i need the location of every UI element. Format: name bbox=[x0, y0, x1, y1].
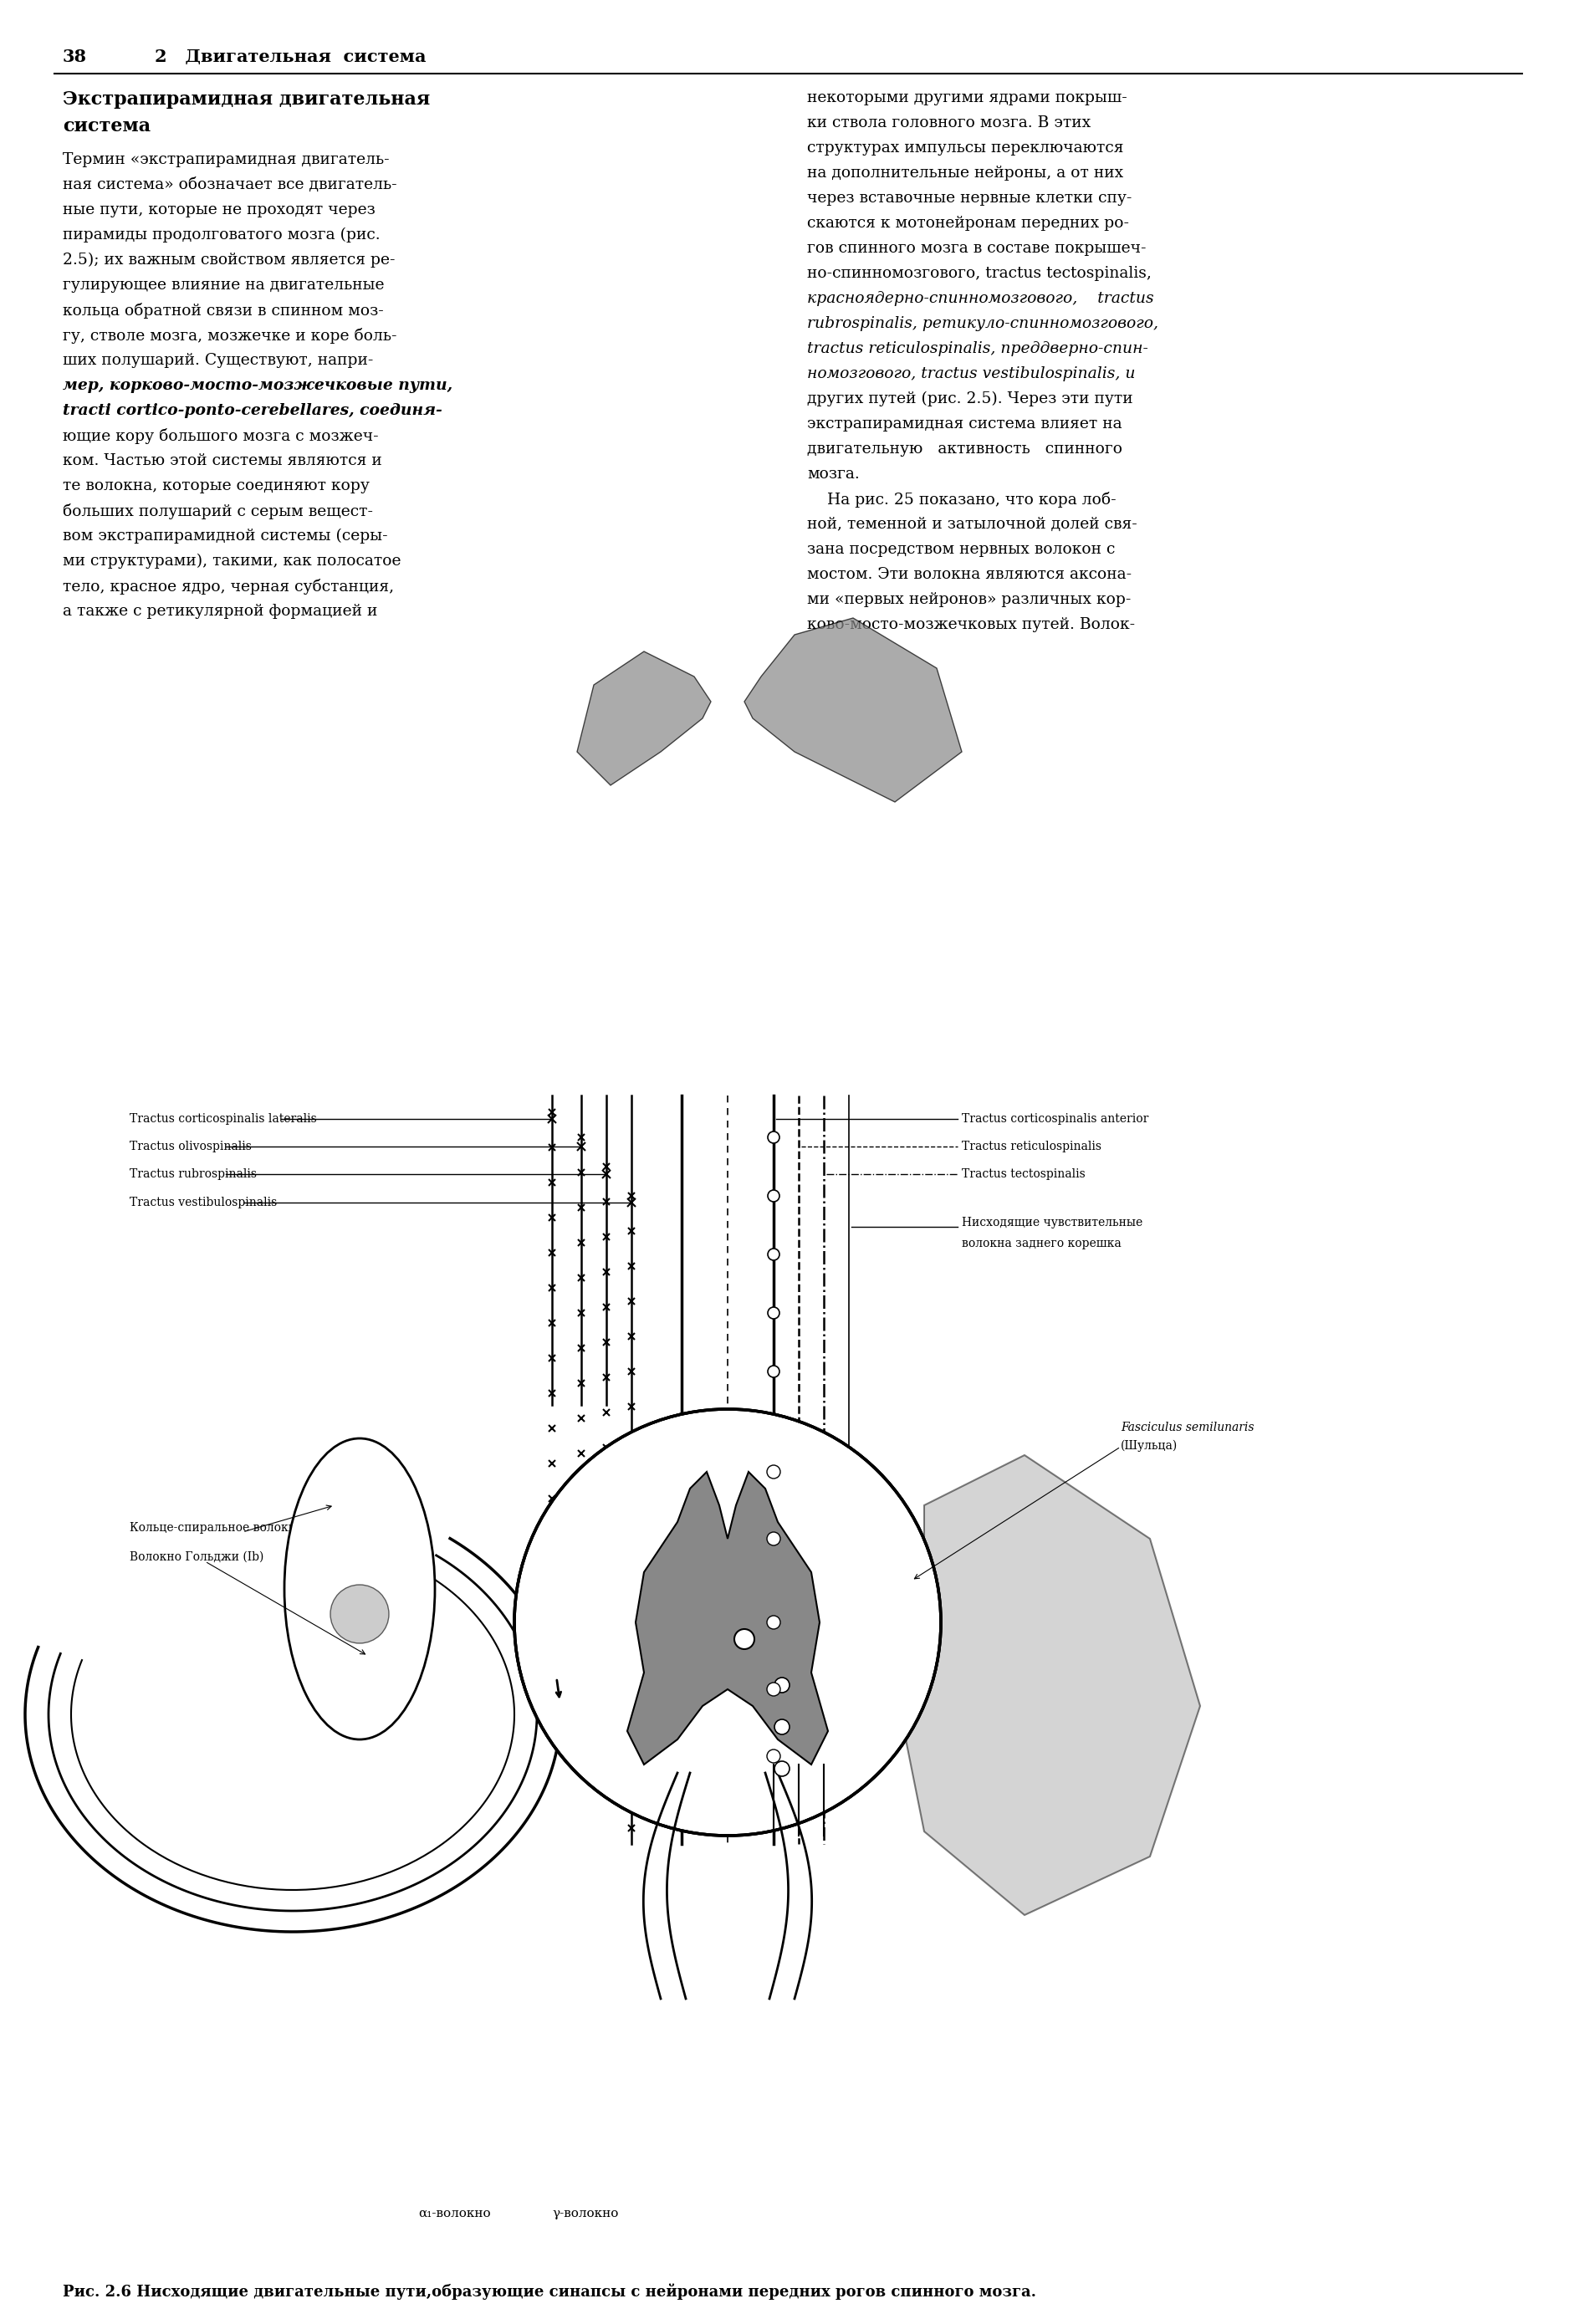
Text: Экстрапирамидная двигательная: Экстрапирамидная двигательная bbox=[63, 91, 430, 109]
Polygon shape bbox=[578, 651, 711, 786]
Circle shape bbox=[768, 1599, 779, 1611]
Text: Tractus tectospinalis: Tractus tectospinalis bbox=[962, 1169, 1086, 1181]
Circle shape bbox=[767, 1464, 781, 1478]
Text: система: система bbox=[63, 116, 151, 135]
Text: пирамиды продолговатого мозга (рис.: пирамиды продолговатого мозга (рис. bbox=[63, 228, 381, 242]
Text: Термин «экстрапирамидная двигатель-: Термин «экстрапирамидная двигатель- bbox=[63, 151, 389, 167]
Text: ших полушарий. Существуют, напри-: ших полушарий. Существуют, напри- bbox=[63, 353, 373, 367]
Text: тело, красное ядро, черная субстанция,: тело, красное ядро, черная субстанция, bbox=[63, 579, 394, 595]
Text: но-спинномозгового, tractus tectospinalis,: но-спинномозгового, tractus tectospinali… bbox=[807, 265, 1152, 281]
Circle shape bbox=[768, 1776, 779, 1787]
Text: ково-мосто-мозжечковых путей. Волок-: ково-мосто-мозжечковых путей. Волок- bbox=[807, 618, 1135, 632]
Text: двигательную   активность   спинного: двигательную активность спинного bbox=[807, 442, 1122, 456]
Text: структурах импульсы переключаются: структурах импульсы переключаются bbox=[807, 139, 1124, 156]
Text: экстрапирамидная система влияет на: экстрапирамидная система влияет на bbox=[807, 416, 1122, 432]
Text: ми структурами), такими, как полосатое: ми структурами), такими, как полосатое bbox=[63, 553, 401, 569]
Text: tractus reticulospinalis, преддверно-спин-: tractus reticulospinalis, преддверно-спи… bbox=[807, 342, 1147, 356]
Ellipse shape bbox=[285, 1439, 434, 1738]
Text: 2.5); их важным свойством является ре-: 2.5); их важным свойством является ре- bbox=[63, 253, 395, 267]
Text: красноядерно-спинномозгового,    tractus: красноядерно-спинномозгового, tractus bbox=[807, 290, 1154, 307]
Text: Fasciculus semilunaris: Fasciculus semilunaris bbox=[1121, 1422, 1254, 1434]
Polygon shape bbox=[745, 618, 962, 802]
Text: номозгового, tractus vestibulospinalis, и: номозгового, tractus vestibulospinalis, … bbox=[807, 367, 1135, 381]
Text: зана посредством нервных волокон с: зана посредством нервных волокон с bbox=[807, 541, 1114, 558]
Text: ки ствола головного мозга. В этих: ки ствола головного мозга. В этих bbox=[807, 116, 1091, 130]
Text: больших полушарий с серым вещест-: больших полушарий с серым вещест- bbox=[63, 504, 373, 518]
Text: Нисходящие чувствительные: Нисходящие чувствительные bbox=[962, 1218, 1143, 1229]
Polygon shape bbox=[628, 1471, 828, 1764]
Text: мер, корково-мосто-мозжечковые пути,: мер, корково-мосто-мозжечковые пути, bbox=[63, 379, 453, 393]
Text: те волокна, которые соединяют кору: те волокна, которые соединяют кору bbox=[63, 479, 370, 493]
Text: гулирующее влияние на двигательные: гулирующее влияние на двигательные bbox=[63, 277, 384, 293]
Circle shape bbox=[768, 1483, 779, 1494]
Text: ная система» обозначает все двигатель-: ная система» обозначает все двигатель- bbox=[63, 177, 397, 193]
Text: 38: 38 bbox=[63, 49, 87, 65]
Text: гу, стволе мозга, мозжечке и коре боль-: гу, стволе мозга, мозжечке и коре боль- bbox=[63, 328, 397, 344]
Circle shape bbox=[767, 1683, 781, 1697]
Text: γ-волокно: γ-волокно bbox=[552, 2208, 619, 2219]
Circle shape bbox=[331, 1585, 389, 1643]
Text: Tractus reticulospinalis: Tractus reticulospinalis bbox=[962, 1141, 1102, 1153]
Circle shape bbox=[767, 1615, 781, 1629]
Text: мозга.: мозга. bbox=[807, 467, 859, 481]
Text: (Шульца): (Шульца) bbox=[1121, 1441, 1177, 1452]
Circle shape bbox=[768, 1659, 779, 1671]
Circle shape bbox=[768, 1425, 779, 1436]
Text: ной, теменной и затылочной долей свя-: ной, теменной и затылочной долей свя- bbox=[807, 516, 1138, 532]
Circle shape bbox=[515, 1408, 941, 1836]
Text: rubrospinalis, ретикуло-спинномозгового,: rubrospinalis, ретикуло-спинномозгового, bbox=[807, 316, 1158, 330]
Text: Tractus corticospinalis lateralis: Tractus corticospinalis lateralis bbox=[129, 1113, 316, 1125]
Text: волокна заднего корешка: волокна заднего корешка bbox=[962, 1239, 1121, 1250]
Circle shape bbox=[768, 1306, 779, 1318]
Text: вом экстрапирамидной системы (серы-: вом экстрапирамидной системы (серы- bbox=[63, 528, 387, 544]
Circle shape bbox=[767, 1532, 781, 1545]
Text: Рис. 2.6 Нисходящие двигательные пути,образующие синапсы с нейронами передних ро: Рис. 2.6 Нисходящие двигательные пути,об… bbox=[63, 2282, 1036, 2298]
Circle shape bbox=[767, 1750, 781, 1764]
Circle shape bbox=[768, 1248, 779, 1260]
Circle shape bbox=[774, 1720, 790, 1734]
Text: Волокно Гольджи (Ib): Волокно Гольджи (Ib) bbox=[129, 1552, 264, 1564]
Circle shape bbox=[774, 1678, 790, 1692]
Text: Tractus rubrospinalis: Tractus rubrospinalis bbox=[129, 1169, 257, 1181]
Text: мостом. Эти волокна являются аксона-: мостом. Эти волокна являются аксона- bbox=[807, 567, 1132, 581]
Text: ющие кору большого мозга с мозжеч-: ющие кору большого мозга с мозжеч- bbox=[63, 428, 379, 444]
Text: α₁-волокно: α₁-волокно bbox=[419, 2208, 491, 2219]
Circle shape bbox=[768, 1132, 779, 1143]
Circle shape bbox=[768, 1717, 779, 1729]
Circle shape bbox=[774, 1762, 790, 1776]
Text: ные пути, которые не проходят через: ные пути, которые не проходят через bbox=[63, 202, 375, 218]
Text: Tractus olivospinalis: Tractus olivospinalis bbox=[129, 1141, 252, 1153]
Text: других путей (рис. 2.5). Через эти пути: других путей (рис. 2.5). Через эти пути bbox=[807, 390, 1133, 407]
Text: а также с ретикулярной формацией и: а также с ретикулярной формацией и bbox=[63, 604, 378, 618]
Text: гов спинного мозга в составе покрышеч-: гов спинного мозга в составе покрышеч- bbox=[807, 242, 1146, 256]
Text: На рис. 25 показано, что кора лоб-: На рис. 25 показано, что кора лоб- bbox=[807, 493, 1116, 507]
Text: Кольце-спиральное волокно (Ia): Кольце-спиральное волокно (Ia) bbox=[129, 1522, 327, 1534]
Text: 2   Двигательная  система: 2 Двигательная система bbox=[154, 49, 427, 65]
Text: tracti cortico-ponto-cerebellares, соединя-: tracti cortico-ponto-cerebellares, соеди… bbox=[63, 402, 442, 418]
Text: скаются к мотонейронам передних ро-: скаются к мотонейронам передних ро- bbox=[807, 216, 1129, 230]
Text: на дополнительные нейроны, а от них: на дополнительные нейроны, а от них bbox=[807, 165, 1124, 181]
Text: ми «первых нейронов» различных кор-: ми «первых нейронов» различных кор- bbox=[807, 593, 1132, 607]
Polygon shape bbox=[899, 1455, 1199, 1915]
Circle shape bbox=[768, 1367, 779, 1378]
Circle shape bbox=[768, 1190, 779, 1202]
Circle shape bbox=[735, 1629, 754, 1650]
Text: через вставочные нервные клетки спу-: через вставочные нервные клетки спу- bbox=[807, 191, 1132, 207]
Text: некоторыми другими ядрами покрыш-: некоторыми другими ядрами покрыш- bbox=[807, 91, 1127, 105]
Text: кольца обратной связи в спинном моз-: кольца обратной связи в спинном моз- bbox=[63, 302, 384, 318]
Text: Tractus corticospinalis anterior: Tractus corticospinalis anterior bbox=[962, 1113, 1149, 1125]
Circle shape bbox=[768, 1541, 779, 1552]
Text: ком. Частью этой системы являются и: ком. Частью этой системы являются и bbox=[63, 453, 382, 469]
Text: Tractus vestibulospinalis: Tractus vestibulospinalis bbox=[129, 1197, 277, 1208]
